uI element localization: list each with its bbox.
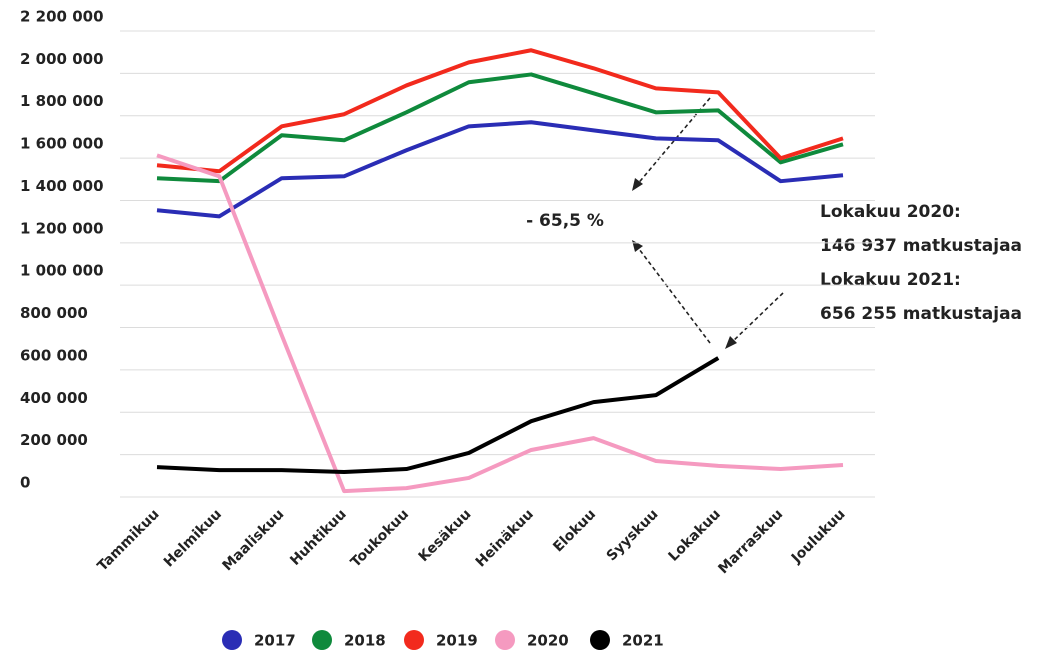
legend-label: 2021 bbox=[622, 632, 664, 650]
series-line bbox=[156, 356, 720, 475]
x-tick-label: Tammikuu bbox=[94, 506, 162, 574]
series-line bbox=[156, 153, 844, 494]
legend-label: 2019 bbox=[436, 632, 478, 650]
y-tick-label: 200 000 bbox=[20, 431, 88, 449]
y-tick-label: 1 800 000 bbox=[20, 92, 104, 110]
annotation: 656 255 matkustajaa bbox=[820, 304, 1022, 324]
annotation: Lokakuu 2020: bbox=[820, 202, 961, 222]
series-line bbox=[156, 72, 844, 184]
y-tick-label: 800 000 bbox=[20, 304, 88, 322]
legend-label: 2017 bbox=[254, 632, 296, 650]
y-tick-label: 0 bbox=[20, 474, 30, 492]
legend-swatch bbox=[590, 630, 610, 650]
legend-label: 2020 bbox=[527, 632, 569, 650]
x-tick-label: Toukokuu bbox=[348, 506, 412, 570]
x-tick-label: Huhtikuu bbox=[287, 506, 350, 569]
legend-swatch bbox=[222, 630, 242, 650]
change-annotation: - 65,5 % bbox=[526, 211, 604, 231]
arrow-heads bbox=[632, 178, 737, 349]
annotation: Lokakuu 2021: bbox=[820, 270, 961, 290]
x-tick-label: Syyskuu bbox=[604, 506, 662, 564]
x-tick-label: Marraskuu bbox=[715, 506, 786, 577]
series-line bbox=[156, 48, 844, 174]
x-tick-label: Maaliskuu bbox=[219, 506, 287, 574]
y-tick-label: 2 000 000 bbox=[20, 50, 104, 68]
y-tick-label: 1 600 000 bbox=[20, 135, 104, 153]
legend-swatch bbox=[312, 630, 332, 650]
x-tick-label: Helmikuu bbox=[161, 506, 225, 570]
x-tick-label: Kesäkuu bbox=[416, 506, 475, 565]
annotation-arrows bbox=[635, 97, 784, 345]
y-tick-label: 600 000 bbox=[20, 346, 88, 364]
legend-swatch bbox=[404, 630, 424, 650]
x-tick-label: Joulukuu bbox=[788, 506, 849, 567]
x-tick-label: Lokakuu bbox=[666, 506, 724, 564]
y-tick-label: 2 200 000 bbox=[20, 8, 104, 26]
legend-label: 2018 bbox=[344, 632, 386, 650]
x-tick-label: Heinäkuu bbox=[473, 506, 537, 570]
y-tick-label: 1 200 000 bbox=[20, 219, 104, 237]
y-tick-label: 1 000 000 bbox=[20, 262, 104, 280]
annotation: 146 937 matkustajaa bbox=[820, 236, 1022, 256]
y-tick-label: 400 000 bbox=[20, 389, 88, 407]
series-line bbox=[156, 120, 844, 219]
x-tick-label: Elokuu bbox=[550, 506, 599, 555]
legend-swatch bbox=[495, 630, 515, 650]
y-tick-label: 1 400 000 bbox=[20, 177, 104, 195]
